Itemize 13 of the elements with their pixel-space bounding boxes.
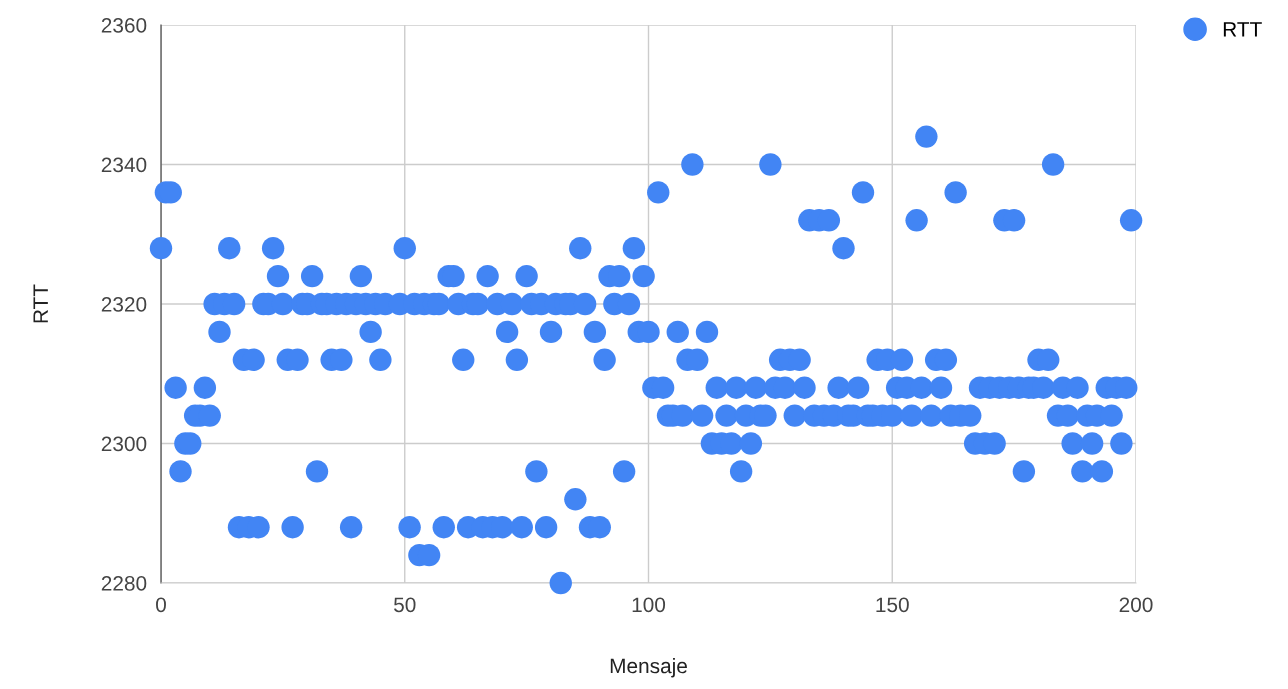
x-tick-label: 150: [876, 597, 909, 613]
y-axis-title: RTT: [33, 284, 48, 323]
y-tick-label: 2300: [101, 436, 147, 452]
x-tick-label: 100: [632, 597, 666, 613]
x-tick-label: 200: [1119, 597, 1153, 613]
y-tick-label: 2340: [101, 157, 147, 173]
x-axis-title: Mensaje: [610, 657, 687, 678]
legend-label: RTT: [1223, 22, 1262, 37]
x-tick-label: 50: [394, 597, 416, 613]
y-tick-label: 2360: [101, 18, 147, 33]
x-tick-label: 0: [156, 597, 166, 613]
y-tick-label: 2280: [101, 576, 147, 591]
y-tick-label: 2320: [101, 297, 147, 312]
